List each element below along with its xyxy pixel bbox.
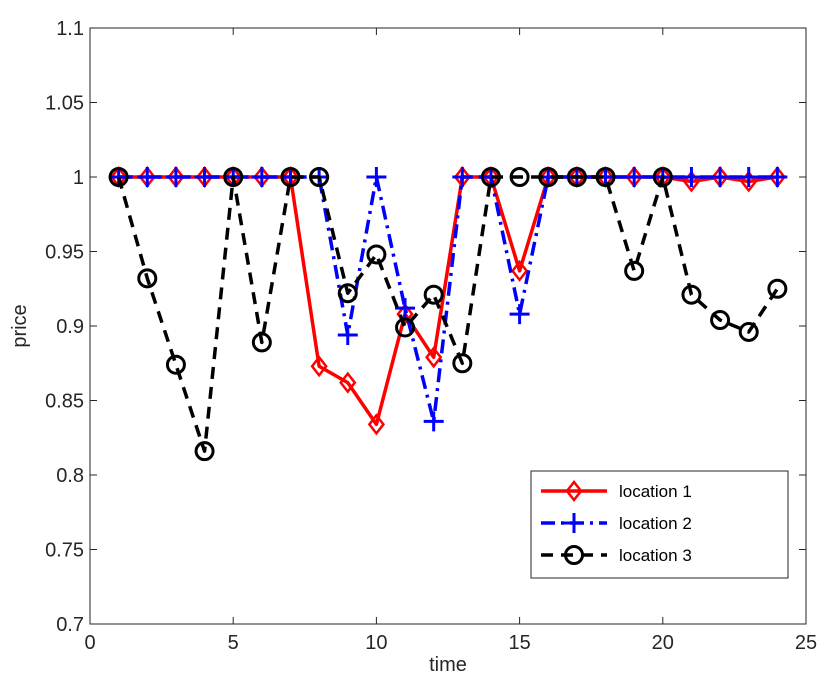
y-tick-label: 1	[73, 167, 84, 189]
data-point-marker	[194, 441, 215, 462]
data-point-marker	[738, 167, 759, 187]
data-point-marker	[165, 354, 186, 375]
data-point-marker	[366, 244, 387, 265]
series-location-3	[108, 167, 788, 462]
x-tick-label: 15	[508, 632, 530, 654]
axes: 0 5 10 15 20 25 0.7 0.75 0.8 0.85 0.9 0.95 1 1.05 1.1	[45, 18, 817, 654]
data-point-marker	[624, 260, 645, 281]
series-line	[116, 175, 779, 453]
data-point-marker	[710, 167, 731, 187]
data-point-marker	[137, 268, 158, 289]
data-point-marker	[425, 346, 443, 369]
data-point-marker	[395, 317, 416, 338]
data-point-marker	[452, 353, 473, 374]
legend: location 1 location 2 location 3	[530, 470, 789, 579]
data-point-marker	[223, 167, 244, 187]
y-axis-title: price	[9, 304, 31, 347]
y-tick-label: 0.95	[45, 242, 84, 264]
x-tick-label: 5	[228, 632, 239, 654]
series-layer	[108, 165, 788, 462]
legend-label: location 3	[619, 546, 692, 565]
data-point-marker	[566, 167, 587, 187]
data-point-marker	[165, 167, 186, 187]
data-point-marker	[251, 167, 272, 187]
y-tick-label: 0.8	[56, 465, 84, 487]
x-tick-label: 0	[84, 632, 95, 654]
data-point-marker	[509, 167, 530, 187]
data-point-marker	[137, 167, 158, 187]
data-point-marker	[509, 304, 530, 325]
data-point-marker	[194, 167, 215, 187]
data-point-marker	[395, 298, 416, 319]
legend-label: location 1	[619, 482, 692, 501]
y-tick-label: 0.7	[56, 614, 84, 636]
y-tick-label: 0.75	[45, 540, 84, 562]
data-point-marker	[595, 167, 616, 187]
x-tick-label: 20	[652, 632, 674, 654]
data-point-marker	[309, 167, 330, 187]
legend-marker	[564, 513, 584, 533]
y-tick-label: 0.9	[56, 316, 84, 338]
data-point-marker	[337, 283, 358, 304]
data-point-marker	[367, 413, 386, 436]
data-point-marker	[452, 167, 473, 187]
data-point-marker	[624, 167, 645, 187]
x-axis-title: time	[429, 654, 467, 676]
data-point-marker	[510, 259, 529, 282]
data-point-marker	[767, 167, 788, 187]
data-point-marker	[280, 167, 301, 187]
data-point-marker	[480, 167, 501, 187]
legend-marker	[565, 479, 583, 503]
data-point-marker	[738, 321, 759, 342]
data-point-marker	[681, 167, 702, 187]
x-tick-label: 10	[365, 632, 387, 654]
data-point-marker	[339, 371, 357, 394]
data-point-marker	[366, 167, 387, 187]
data-point-marker	[538, 167, 559, 187]
data-point-marker	[423, 411, 444, 432]
y-tick-label: 0.85	[45, 391, 84, 413]
data-point-marker	[681, 284, 702, 305]
data-point-marker	[710, 310, 731, 331]
y-tick-label: 1.05	[45, 93, 84, 115]
data-point-marker	[310, 355, 328, 378]
legend-label: location 2	[619, 514, 692, 533]
data-point-marker	[423, 284, 444, 305]
y-tick-label: 1.1	[56, 18, 84, 40]
x-tick-label: 25	[795, 632, 817, 654]
data-point-marker	[337, 324, 358, 345]
data-point-marker	[767, 278, 788, 299]
data-point-marker	[251, 332, 272, 353]
data-point-marker	[108, 167, 129, 187]
data-point-marker	[652, 167, 673, 187]
legend-marker	[564, 545, 584, 565]
